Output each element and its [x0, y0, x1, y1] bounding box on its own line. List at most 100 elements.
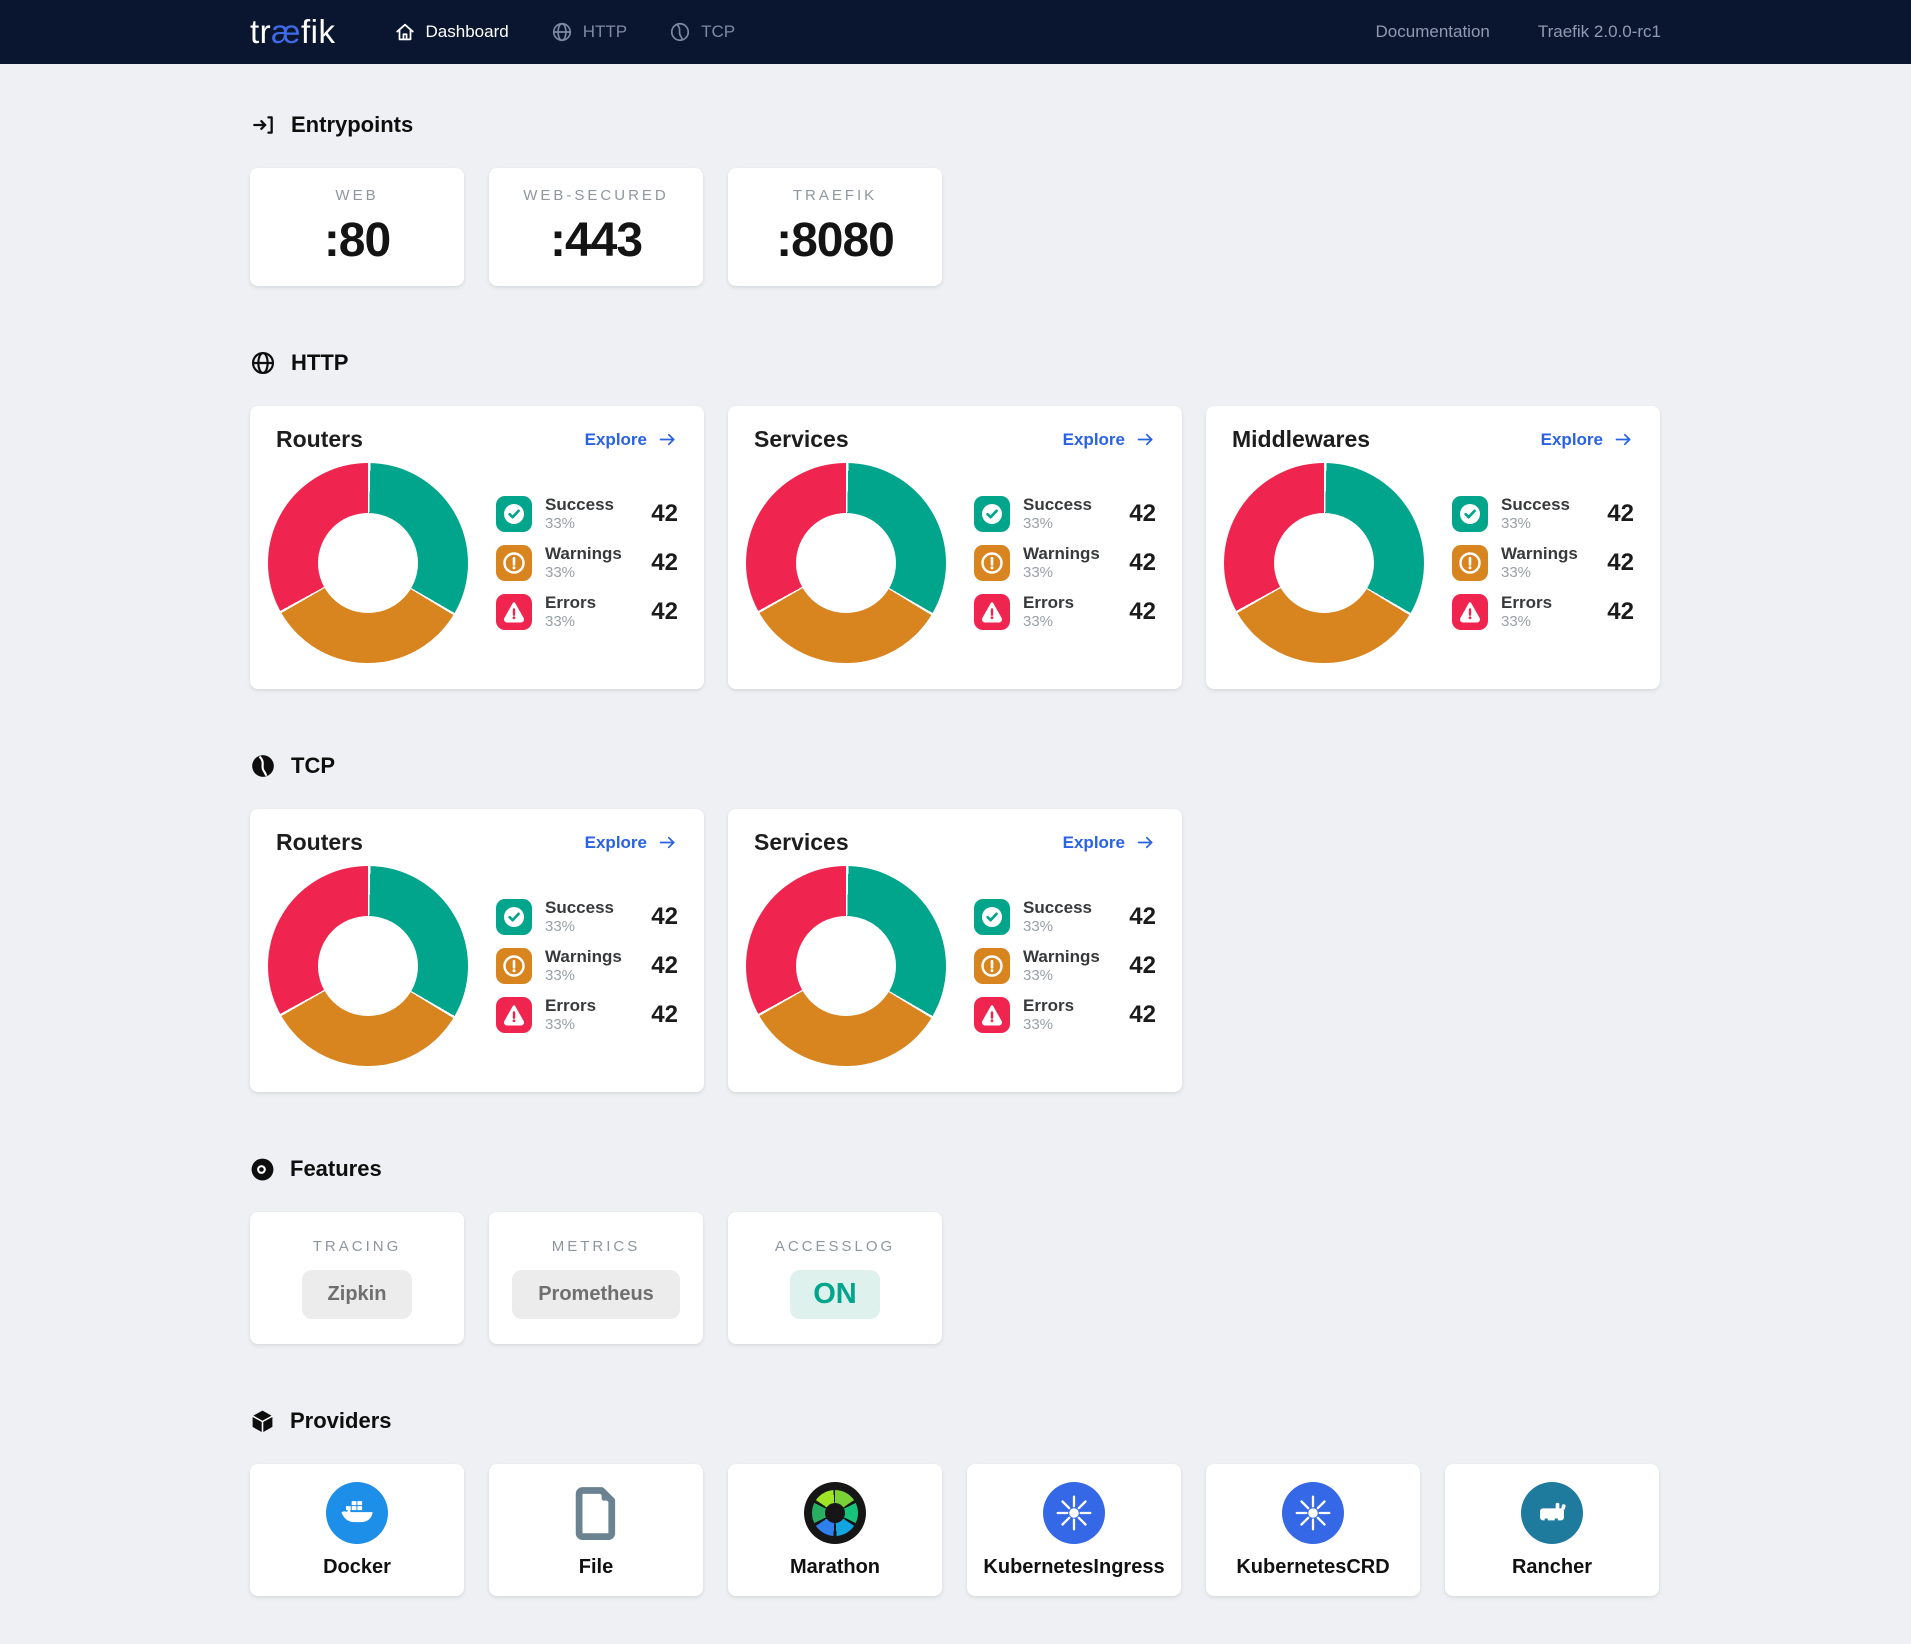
- chart-legend: Success 33% 42 Warnings 33% 42: [496, 495, 678, 630]
- legend-percent: 33%: [545, 967, 576, 985]
- legend-percent: 33%: [1023, 918, 1054, 936]
- legend-percent: 33%: [545, 564, 576, 582]
- nav-item-tcp[interactable]: TCP: [669, 21, 735, 43]
- feature-value-badge: Zipkin: [301, 1269, 413, 1319]
- provider-label: Rancher: [1511, 1555, 1593, 1578]
- provider-label: Docker: [323, 1555, 391, 1578]
- legend-value: 42: [651, 500, 678, 528]
- legend-percent: 33%: [545, 515, 576, 533]
- providers-section-header: Providers: [250, 1408, 1661, 1434]
- legend-percent: 33%: [1501, 515, 1532, 533]
- donut-chart: [1224, 463, 1424, 663]
- section-title: Providers: [290, 1408, 392, 1433]
- docker-icon: [326, 1481, 388, 1544]
- legend-value: 42: [1129, 903, 1156, 931]
- nav-item-http[interactable]: HTTP: [551, 21, 627, 43]
- legend-label: Errors: [1023, 592, 1075, 612]
- chart-legend: Success 33% 42 Warnings 33% 42: [974, 495, 1156, 630]
- legend-value: 42: [1607, 548, 1634, 576]
- legend-percent: 33%: [545, 612, 576, 630]
- warning-icon: [974, 544, 1010, 581]
- legend-percent: 33%: [545, 918, 576, 936]
- legend-label: Warnings: [1501, 544, 1578, 564]
- navbar: træfik Dashboard HTTP TCP Documentation …: [0, 0, 1911, 64]
- card-title: Services: [754, 829, 849, 855]
- entrypoint-label: WEB: [335, 186, 379, 204]
- provider-card-kubernetes-crd: KubernetesCRD: [1206, 1464, 1420, 1596]
- chart-legend: Success 33% 42 Warnings 33% 42: [496, 898, 678, 1033]
- nav-item-dashboard[interactable]: Dashboard: [394, 21, 509, 43]
- warning-icon: [974, 947, 1010, 984]
- features-section-header: Features: [250, 1156, 1661, 1182]
- legend-label: Warnings: [545, 544, 622, 564]
- donut-chart: [746, 463, 946, 663]
- entrypoint-label: TRAEFIK: [792, 186, 878, 204]
- card-title: Routers: [276, 829, 363, 855]
- logo-ae: æ: [271, 13, 302, 50]
- entrypoint-label: WEB-SECURED: [523, 186, 669, 204]
- entrypoint-card-web-secured: WEB-SECURED :443: [489, 168, 703, 286]
- provider-card-rancher: Rancher: [1445, 1464, 1659, 1596]
- entrypoints-section-header: Entrypoints: [250, 112, 1661, 138]
- arrow-right-icon: [1137, 433, 1153, 446]
- legend-value: 42: [1129, 951, 1156, 979]
- kubernetes-icon: [1282, 1481, 1344, 1544]
- feature-card-accesslog: ACCESSLOG ON: [728, 1212, 942, 1344]
- legend-label: Success: [1501, 495, 1570, 515]
- provider-label: KubernetesIngress: [983, 1555, 1165, 1578]
- globe-icon: [251, 351, 275, 375]
- warning-icon: [496, 947, 532, 984]
- traefik-logo[interactable]: træfik: [250, 13, 336, 51]
- legend-row-warnings: Warnings 33% 42: [496, 947, 678, 985]
- section-title: HTTP: [291, 350, 349, 375]
- legend-label: Warnings: [545, 947, 622, 967]
- legend-row-warnings: Warnings 33% 42: [496, 544, 678, 582]
- feature-on-badge: ON: [790, 1269, 880, 1319]
- feature-value-badge: Prometheus: [512, 1269, 680, 1319]
- legend-label: Warnings: [1023, 947, 1100, 967]
- explore-link[interactable]: Explore: [585, 429, 678, 450]
- card-title: Middlewares: [1232, 426, 1371, 452]
- card-title: Routers: [276, 426, 363, 452]
- success-icon: [1452, 496, 1488, 533]
- legend-row-errors: Errors 33% 42: [974, 996, 1156, 1034]
- legend-row-errors: Errors 33% 42: [1452, 593, 1634, 631]
- success-icon: [974, 496, 1010, 533]
- provider-card-file: File: [489, 1464, 703, 1596]
- legend-row-warnings: Warnings 33% 42: [1452, 544, 1634, 582]
- donut-chart: [746, 866, 946, 1066]
- explore-link[interactable]: Explore: [1063, 429, 1156, 450]
- features-icon: [251, 1158, 274, 1180]
- legend-row-warnings: Warnings 33% 42: [974, 947, 1156, 985]
- legend-row-errors: Errors 33% 42: [496, 593, 678, 631]
- legend-row-success: Success 33% 42: [496, 495, 678, 533]
- arrow-right-icon: [1615, 433, 1631, 446]
- home-icon: [395, 23, 414, 41]
- legend-label: Success: [1023, 898, 1092, 918]
- documentation-link[interactable]: Documentation: [1375, 22, 1490, 41]
- legend-percent: 33%: [1023, 515, 1054, 533]
- feature-label: METRICS: [551, 1237, 641, 1255]
- globe-icon: [552, 22, 571, 42]
- provider-card-docker: Docker: [250, 1464, 464, 1596]
- error-icon: [1452, 593, 1488, 630]
- entrypoint-card-traefik: TRAEFIK :8080: [728, 168, 942, 286]
- donut-chart: [268, 463, 468, 663]
- explore-link[interactable]: Explore: [585, 832, 678, 853]
- legend-row-success: Success 33% 42: [1452, 495, 1634, 533]
- legend-value: 42: [1129, 548, 1156, 576]
- http-services-card: Services Explore Success 33% 42: [728, 406, 1182, 689]
- tcp-routers-card: Routers Explore Success 33% 42: [250, 809, 704, 1092]
- http-middlewares-card: Middlewares Explore Success 33% 42: [1206, 406, 1660, 689]
- login-icon: [253, 116, 273, 134]
- entrypoint-port: :80: [323, 213, 391, 267]
- legend-value: 42: [651, 597, 678, 625]
- explore-link[interactable]: Explore: [1541, 429, 1634, 450]
- explore-link[interactable]: Explore: [1063, 832, 1156, 853]
- provider-label: KubernetesCRD: [1236, 1555, 1390, 1578]
- legend-label: Success: [1023, 495, 1092, 515]
- feature-card-metrics: METRICS Prometheus: [489, 1212, 703, 1344]
- entrypoint-card-web: WEB :80: [250, 168, 464, 286]
- kubernetes-icon: [1043, 1481, 1105, 1544]
- legend-value: 42: [651, 903, 678, 931]
